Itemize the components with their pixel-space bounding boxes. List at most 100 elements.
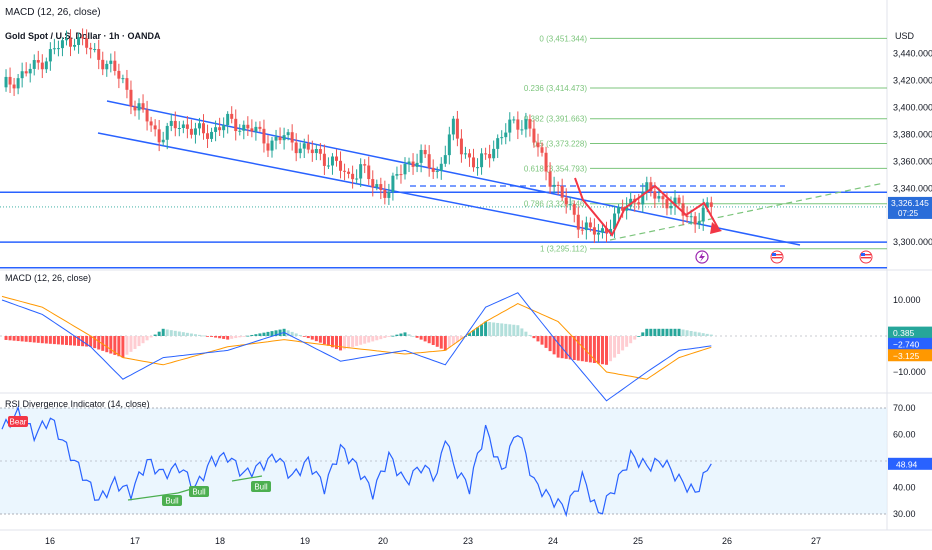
bull-label[interactable] [251, 481, 271, 492]
macd-histogram-bar [467, 333, 471, 336]
candle-body [609, 228, 613, 234]
candle-body [697, 221, 701, 225]
candle-body [536, 142, 540, 148]
macd-histogram-bar [20, 336, 24, 342]
candle [169, 113, 173, 132]
macd-histogram-bar [524, 331, 528, 336]
candle-body [451, 118, 455, 135]
macd-histogram-bar [206, 336, 210, 337]
macd-histogram-bar [185, 332, 189, 336]
macd-histogram-bar [520, 328, 524, 336]
channel-upper-line[interactable] [106, 100, 801, 246]
candle-body [625, 206, 629, 211]
candle [637, 193, 641, 210]
candle-body [363, 164, 367, 166]
red-pattern-drawing[interactable] [574, 177, 722, 237]
macd-histogram-bar [669, 328, 673, 336]
macd-histogram-bar [395, 334, 399, 336]
candle [48, 42, 52, 71]
candle [496, 134, 500, 158]
fibonacci-retracement: 0 (3,451.344) 0.236 (3,414.473) 0.382 (3,3… [0, 34, 887, 254]
candle-body [44, 61, 48, 70]
projection-dashed-line[interactable] [609, 182, 885, 241]
candle [189, 119, 193, 139]
macd-histogram-bar [210, 336, 214, 337]
us-flag-event-icon[interactable] [859, 250, 873, 264]
macd-histogram-bar [427, 336, 431, 344]
candle-body [371, 179, 375, 188]
macd-histogram-bar [701, 333, 705, 336]
candle-body [439, 163, 443, 171]
candle-body [447, 134, 451, 156]
candle [310, 140, 314, 162]
time-tick-label: 24 [548, 536, 558, 546]
macd-histogram-bar [322, 336, 326, 345]
candle [415, 153, 419, 173]
candle-body [89, 47, 93, 50]
candle [206, 124, 210, 148]
candle-body [193, 128, 197, 135]
candle-body [596, 232, 600, 235]
bull-label-text: Bull [192, 488, 206, 497]
candle-body [230, 113, 234, 119]
candle-body [657, 196, 661, 199]
candle [403, 157, 407, 180]
candle-body [564, 197, 568, 205]
macd-histogram-bar [641, 332, 645, 336]
macd-histogram-bar [4, 336, 8, 340]
candle [226, 111, 230, 134]
candle [161, 131, 165, 147]
candle [266, 135, 270, 158]
candle-body [16, 78, 20, 89]
macd-histogram-bar [661, 328, 665, 336]
candle-body [427, 154, 431, 168]
macd-histogram-bar [423, 336, 427, 342]
candle [16, 73, 20, 95]
time-tick-label: 18 [215, 536, 225, 546]
candle [455, 110, 459, 147]
macd-histogram-bar [359, 336, 363, 345]
candle-body [552, 184, 556, 187]
candle [290, 124, 294, 151]
candle-body [661, 196, 665, 200]
macd-histogram-bar [560, 336, 564, 359]
candle-body [334, 156, 338, 161]
macd-histogram-bar [528, 334, 532, 336]
candle [234, 109, 238, 141]
macd-histogram-bar [286, 330, 290, 336]
candle [488, 144, 492, 168]
us-flag-event-icon[interactable] [770, 250, 784, 264]
candle [24, 62, 28, 77]
candle [411, 153, 415, 175]
candle-body [415, 162, 419, 167]
macd-histogram-bar [629, 336, 633, 344]
rsi-tick-label: 70.00 [893, 403, 916, 413]
candle [69, 29, 73, 57]
macd-histogram-bar [169, 330, 173, 336]
bull-label[interactable] [162, 495, 182, 506]
candle [423, 144, 427, 158]
macd-histogram-bar [339, 336, 343, 351]
candle-body [556, 184, 560, 186]
candle-body [488, 154, 492, 159]
candle-body [467, 153, 471, 158]
candle-body [532, 128, 536, 143]
candle [262, 119, 266, 153]
macd-histogram-bar [326, 336, 330, 346]
macd-tick-label: 10.000 [893, 295, 921, 305]
lightning-event-icon[interactable] [695, 250, 709, 264]
macd-histogram-bar [44, 336, 48, 344]
bull-label[interactable] [189, 486, 209, 497]
candle-body [266, 143, 270, 151]
candle-body [274, 136, 278, 141]
macd-histogram-bar [222, 336, 226, 339]
bear-label[interactable] [8, 416, 28, 427]
macd-histogram-bar [109, 336, 113, 354]
pattern-zigzag[interactable] [574, 177, 719, 237]
macd-histogram-bar [85, 336, 89, 347]
candle [322, 144, 326, 175]
macd-histogram-bar [69, 336, 73, 346]
candle-body [246, 124, 250, 129]
top-indicator-label: MACD (12, 26, close) [5, 7, 101, 18]
macd-histogram-bar [584, 336, 588, 362]
